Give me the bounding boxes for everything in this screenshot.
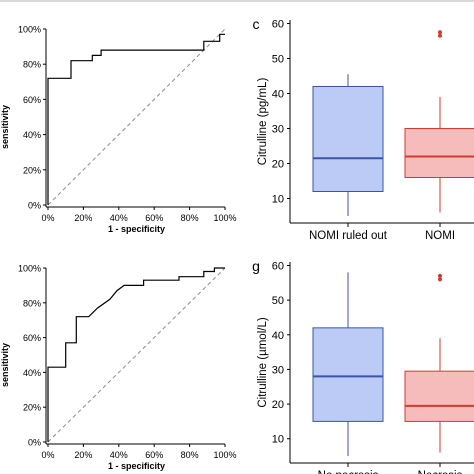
- x-axis-title: 1 - specificity: [108, 461, 165, 471]
- panel-2: c 10 20 30 40 50 60 Citrulline (pg/mL) NOMI rule…: [253, 16, 474, 242]
- y-axis-title: Citrulline (µmol/L): [257, 317, 269, 408]
- x-tick-label: 40%: [110, 213, 128, 223]
- reference-diagonal: [47, 267, 226, 443]
- y-tick-label: 40: [272, 330, 284, 342]
- x-tick-label: 80%: [181, 450, 199, 460]
- x-tick-label: 60%: [145, 450, 163, 460]
- y-tick-label: 20: [272, 399, 284, 411]
- y-tick-label: 50: [272, 295, 284, 307]
- y-axis-title: sensitivity: [0, 105, 10, 149]
- x-tick-label: 40%: [110, 450, 128, 460]
- x-tick-label: 80%: [181, 213, 199, 223]
- y-tick-label: 20%: [23, 165, 41, 175]
- x-tick-label: 100%: [213, 450, 236, 460]
- y-tick-label: 40%: [23, 130, 41, 140]
- x-tick-label: NOMI: [425, 230, 455, 242]
- roc-curve: [47, 33, 225, 205]
- reference-diagonal: [47, 28, 226, 206]
- y-tick-label: 100%: [18, 264, 41, 274]
- outlier-point: [438, 30, 442, 35]
- y-tick-label: 20: [272, 159, 284, 171]
- y-tick-label: 60: [272, 260, 284, 272]
- y-tick-label: 40%: [23, 368, 41, 378]
- panel-3: 0% 20% 40% 60% 80% 100% 0% 20% 40% 60% 80% 100% 1 - …: [0, 264, 237, 472]
- y-tick-label: 100%: [18, 25, 41, 35]
- box: [404, 128, 474, 178]
- box: [312, 86, 384, 192]
- panel-4: g 10 20 30 40 50 60 Citrulline (µmol/L) No necro…: [252, 258, 474, 474]
- x-tick-label: Necrosis: [418, 470, 463, 474]
- panel-1: 0% 20% 40% 60% 80% 100% 0% 20% 40% 60% 80% 100% 1 - …: [0, 25, 237, 235]
- panel-label: g: [252, 258, 260, 274]
- y-tick-label: 50: [272, 54, 284, 66]
- panel-label: c: [253, 16, 260, 32]
- y-axis-title: sensitivity: [0, 343, 10, 387]
- y-tick-label: 60: [272, 19, 284, 31]
- y-tick-label: 80%: [23, 60, 41, 70]
- x-tick-label: 0%: [41, 450, 54, 460]
- x-tick-label: 100%: [213, 213, 236, 223]
- box: [404, 370, 474, 422]
- x-tick-label: 0%: [41, 213, 54, 223]
- outlier-point: [438, 277, 442, 282]
- outlier-point: [438, 273, 442, 278]
- y-tick-label: 0%: [28, 438, 41, 448]
- box: [312, 327, 384, 422]
- y-tick-label: 0%: [28, 201, 41, 211]
- x-tick-label: 20%: [74, 450, 92, 460]
- x-tick-label: 60%: [145, 213, 163, 223]
- top-border: [0, 0, 474, 2]
- x-axis-title: 1 - specificity: [108, 224, 165, 234]
- y-tick-label: 20%: [23, 403, 41, 413]
- x-tick-label: No necrosis: [318, 470, 379, 474]
- y-tick-label: 10: [272, 434, 284, 446]
- y-tick-label: 30: [272, 124, 284, 136]
- y-axis-title: Citrulline (pg/mL): [257, 78, 269, 166]
- y-tick-label: 40: [272, 89, 284, 101]
- y-tick-label: 10: [272, 194, 284, 206]
- y-tick-label: 60%: [23, 333, 41, 343]
- y-tick-label: 80%: [23, 298, 41, 308]
- outlier-point: [438, 33, 442, 38]
- x-tick-label: 20%: [74, 213, 92, 223]
- roc-curve: [47, 267, 225, 442]
- y-tick-label: 60%: [23, 95, 41, 105]
- x-tick-label: NOMI ruled out: [309, 230, 388, 242]
- y-tick-label: 30: [272, 364, 284, 376]
